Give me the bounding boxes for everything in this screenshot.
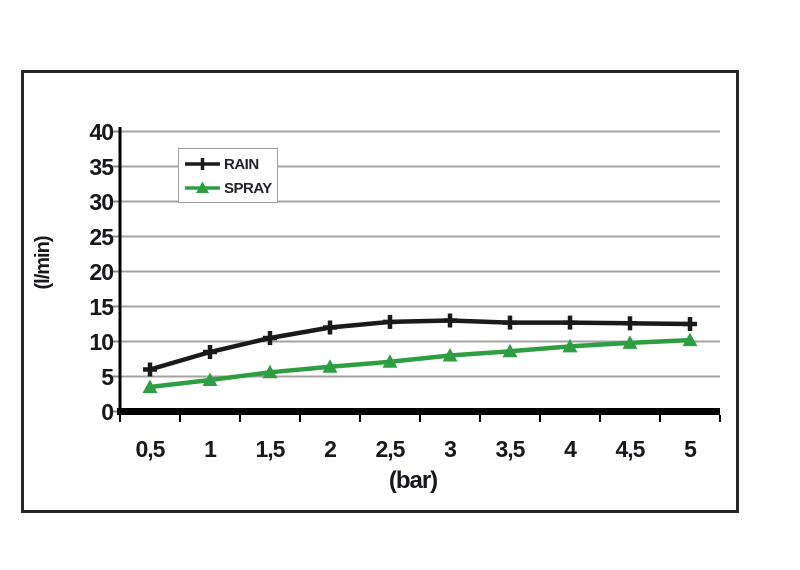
- y-tick-label: 30: [89, 188, 114, 215]
- legend-item-spray: SPRAY: [184, 176, 277, 200]
- rain-plus-marker-icon: [185, 158, 220, 170]
- legend: RAIN SPRAY: [178, 148, 278, 203]
- data-marker-triangle: [442, 348, 458, 362]
- data-marker-triangle: [202, 372, 218, 386]
- data-marker-triangle: [262, 364, 278, 379]
- spray-triangle-marker-icon: [185, 181, 220, 193]
- data-marker-triangle: [382, 354, 398, 368]
- x-axis-title: (bar): [388, 467, 438, 494]
- data-marker-triangle: [562, 338, 578, 353]
- x-tick-label: 5: [684, 436, 697, 462]
- y-tick-label: 25: [89, 223, 114, 250]
- series-line-rain: [149, 318, 691, 372]
- y-tick-label: 15: [89, 293, 114, 320]
- y-tick-label: 40: [89, 118, 114, 145]
- data-marker-triangle: [682, 332, 698, 347]
- x-tick-label: 3: [444, 436, 457, 462]
- x-axis-line: [117, 408, 720, 415]
- x-tick-label: 0,5: [135, 436, 166, 462]
- y-tick-label: 35: [89, 153, 114, 180]
- x-tick-label: 4: [564, 436, 577, 462]
- series-line-spray: [149, 337, 691, 390]
- legend-item-rain: RAIN: [184, 152, 277, 176]
- y-tick-label: 10: [89, 328, 114, 355]
- x-tick-label: 1,5: [255, 436, 286, 462]
- legend-label-rain: RAIN: [224, 155, 259, 173]
- x-tick-label: 1: [204, 436, 217, 462]
- x-tick-label: 3,5: [495, 436, 526, 462]
- y-tick-label: 0: [101, 398, 114, 425]
- data-marker-triangle: [142, 379, 158, 393]
- chart-frame: (l/min) (bar) RAIN SPRAY 0 5 10 15 20 25 30 35 4…: [21, 70, 739, 513]
- data-marker-triangle: [502, 343, 518, 358]
- y-tick-label: 5: [101, 363, 114, 390]
- x-tick-label: 2,5: [375, 436, 406, 462]
- y-tick-label: 20: [89, 258, 114, 285]
- legend-label-spray: SPRAY: [224, 179, 272, 197]
- data-marker-triangle: [322, 359, 338, 373]
- x-tick-label: 2: [324, 436, 337, 462]
- x-tick-label: 4,5: [615, 436, 646, 462]
- data-marker-triangle: [622, 335, 638, 349]
